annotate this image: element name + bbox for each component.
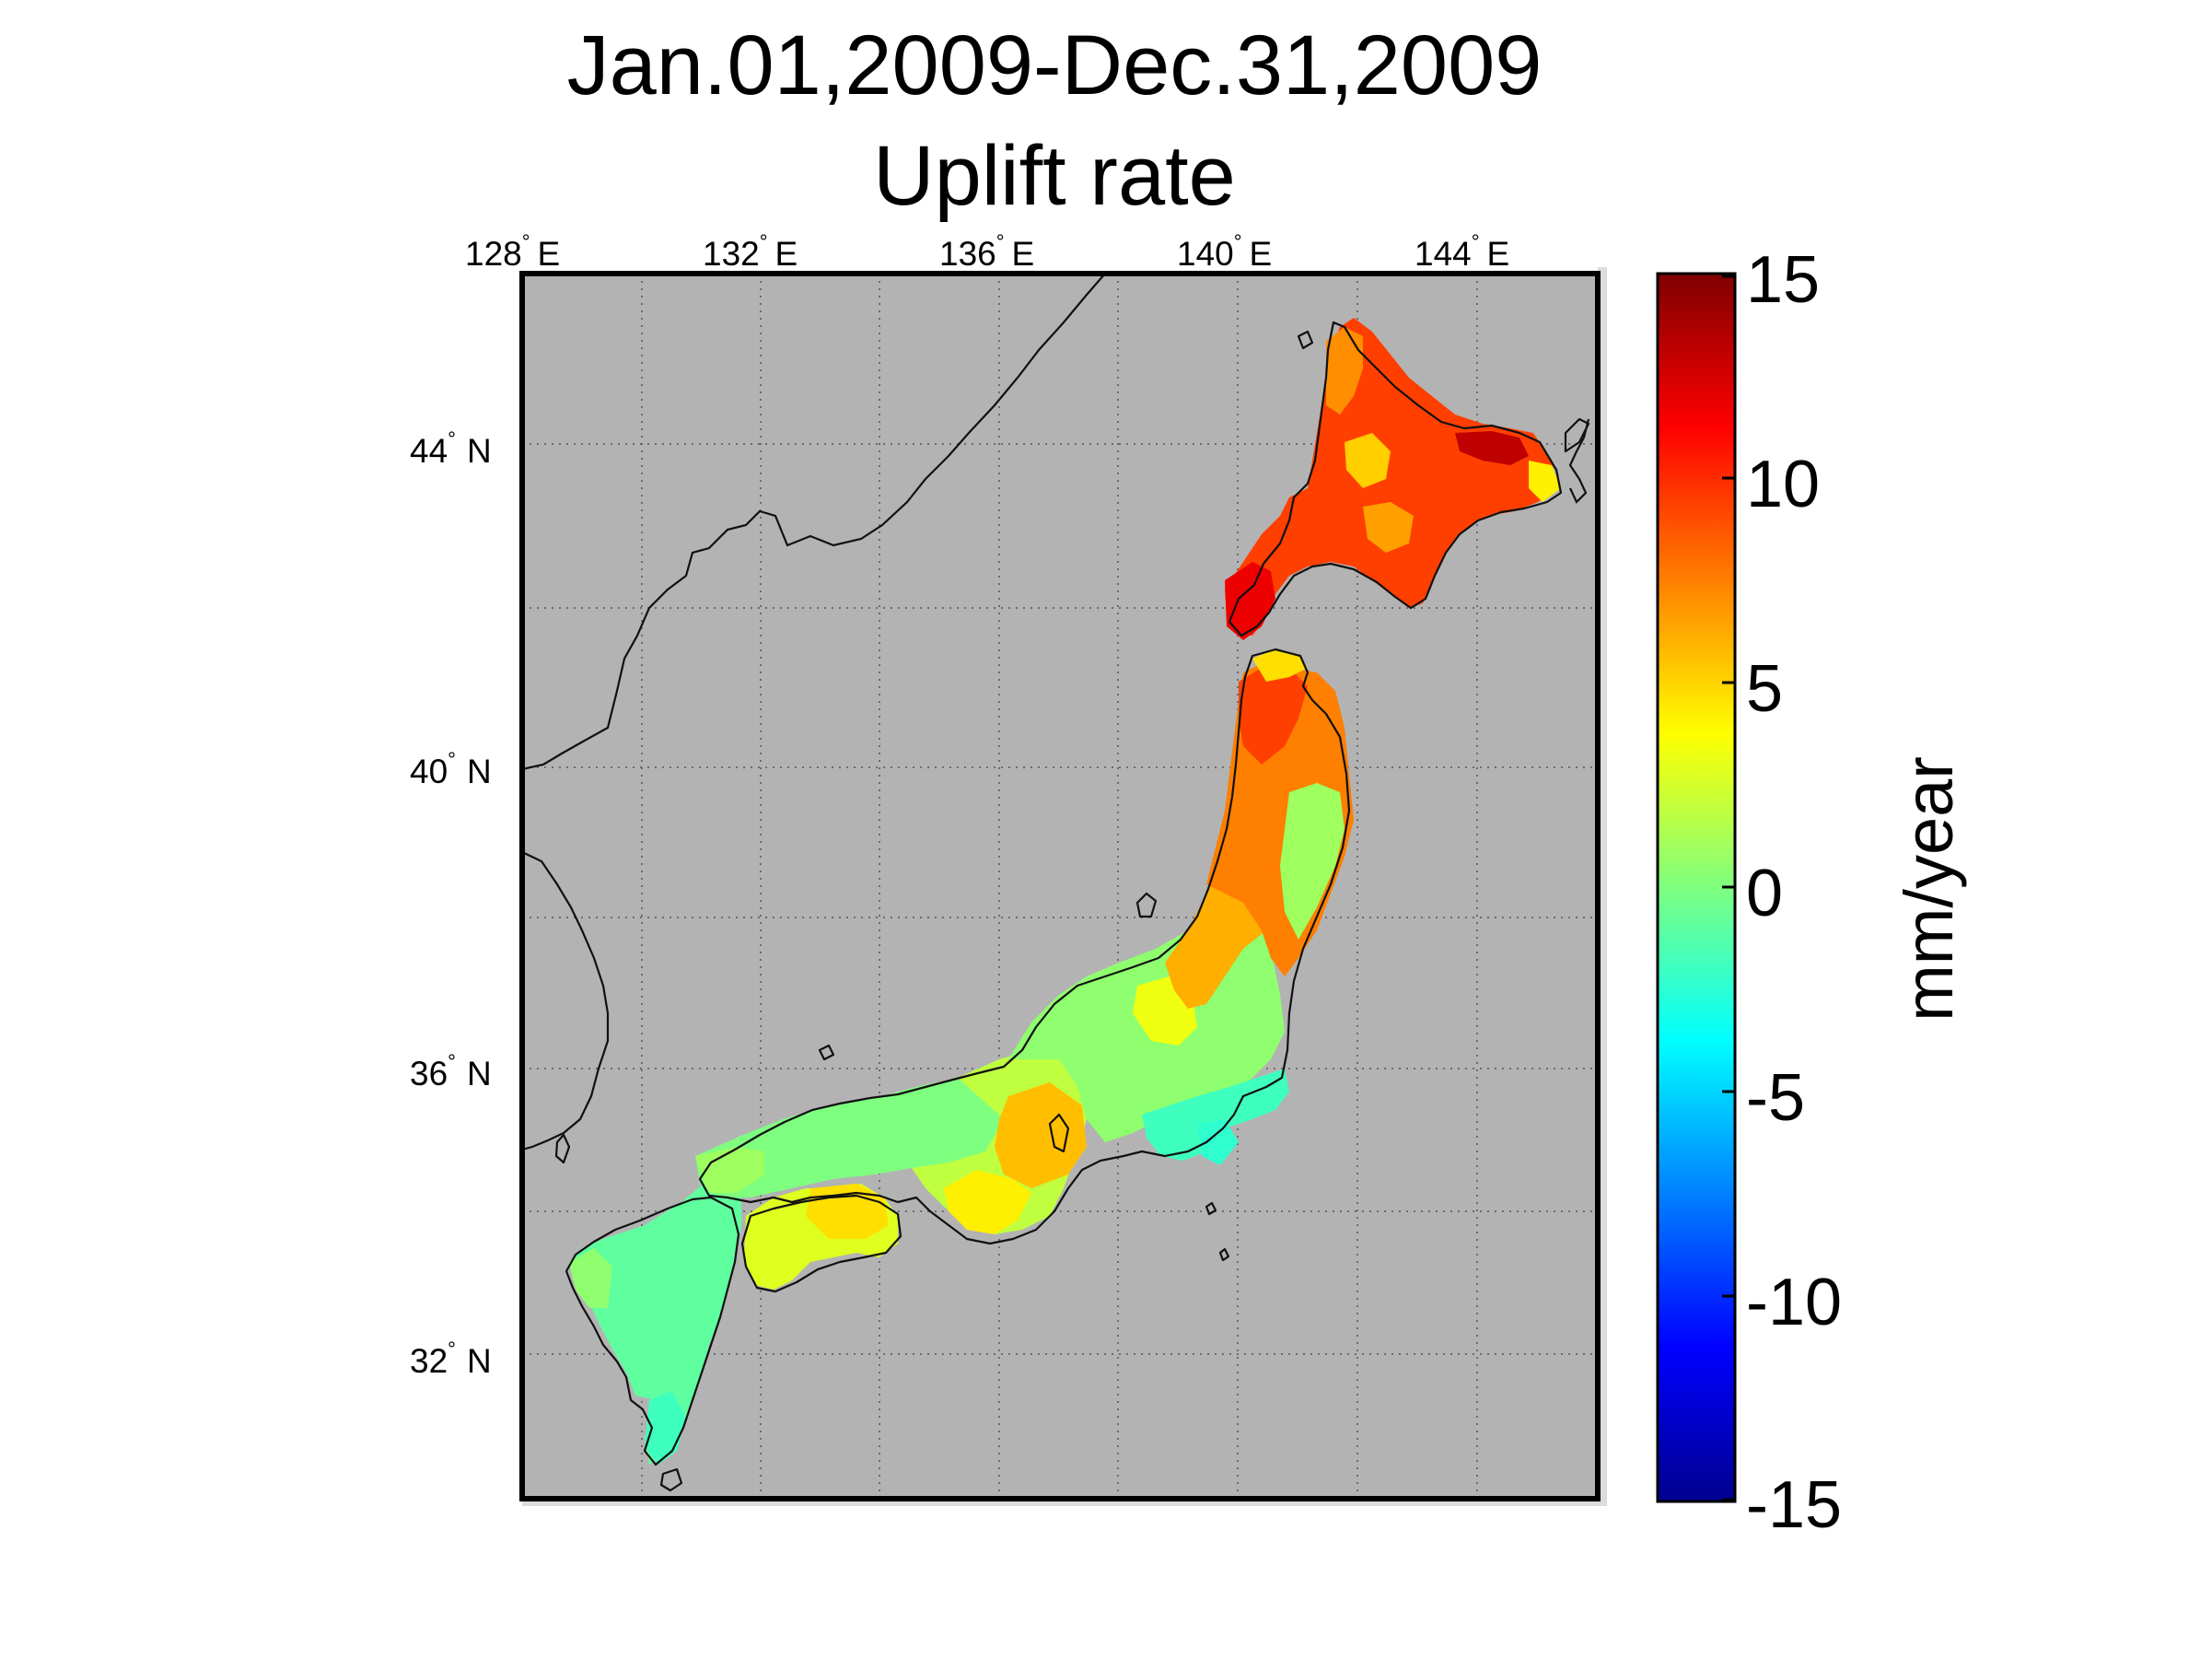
- kyushu-south-cyan: [645, 1391, 686, 1465]
- honshu-north-coastline: [698, 648, 1351, 1245]
- colorbar-label-10: 10: [1746, 448, 1820, 521]
- hokkaido-dark-red-east: [1455, 431, 1529, 465]
- lon-label-132: 132° E: [703, 230, 797, 273]
- hokkaido-coastline: [1228, 321, 1563, 637]
- colorbar-label-neg15: -15: [1746, 1468, 1842, 1542]
- hokkaido-southeast-orange: [1363, 502, 1414, 553]
- rebun-rishiri: [1297, 330, 1314, 350]
- lat-label-32: 32° N: [410, 1338, 492, 1380]
- kyushu-coastline: [565, 1196, 740, 1466]
- mainland-coastlines: [522, 274, 1590, 1151]
- primorye-korea-coast: [522, 274, 1106, 771]
- oki-islands: [818, 1044, 835, 1061]
- colorbar-label-15: 15: [1746, 243, 1820, 317]
- map-frame-shadow-bottom: [522, 1499, 1607, 1506]
- longitude-labels: 128° E 132° E 136° E 140° E 144° E: [465, 230, 1509, 273]
- map-frame-shadow-right: [1598, 267, 1607, 1504]
- lon-label-128: 128° E: [465, 230, 560, 273]
- boso-peninsula-cyan: [1197, 1119, 1239, 1165]
- hokkaido-region: [1225, 318, 1556, 636]
- colorbar-unit-label: mm/year: [1891, 756, 1967, 1022]
- lake-biwa: [1048, 1113, 1070, 1153]
- shikoku-coastline: [740, 1194, 902, 1293]
- izu-islands: [1205, 1201, 1230, 1262]
- chugoku-region: [695, 1076, 1008, 1198]
- japan-coastlines: [554, 321, 1590, 1492]
- chart-title-line-1: Jan.01,2009-Dec.31,2009: [567, 18, 1543, 112]
- colorbar-labels: 15 10 5 0 -5 -10 -15: [1746, 243, 1842, 1542]
- kyushu-west-green: [569, 1248, 612, 1308]
- tohoku-pacific-green: [1280, 783, 1345, 940]
- kii-peninsula-yellow: [944, 1170, 1031, 1234]
- map-frame: [519, 271, 1601, 1501]
- chugoku-west-green: [695, 1147, 764, 1193]
- tsushima-island: [554, 1133, 571, 1164]
- tohoku-north-red: [1239, 668, 1308, 765]
- lat-label-40: 40° N: [410, 748, 492, 790]
- sado-island: [1135, 892, 1158, 918]
- korea-east-coast: [522, 851, 610, 1151]
- colorbar-label-neg10: -10: [1746, 1266, 1842, 1339]
- lon-label-136: 136° E: [939, 230, 1034, 273]
- hokkaido-central-yellow: [1345, 433, 1391, 488]
- shimokita-yellow: [1252, 649, 1308, 682]
- kinki-orange-core: [995, 1082, 1087, 1188]
- chart-title-line-2: Uplift rate: [873, 129, 1236, 223]
- tanegashima: [659, 1467, 683, 1492]
- lon-label-144: 144° E: [1415, 230, 1509, 273]
- hokkaido-north-orange: [1326, 327, 1363, 415]
- hokkaido-east-yellow: [1529, 461, 1561, 502]
- lon-label-140: 140° E: [1177, 230, 1272, 273]
- uplift-field: [569, 318, 1561, 1465]
- lat-label-44: 44° N: [410, 427, 492, 470]
- lat-label-36: 36° N: [410, 1050, 492, 1092]
- kyushu-region: [569, 1179, 741, 1465]
- colorbar-label-neg5: -5: [1746, 1061, 1805, 1135]
- sakhalin-outline: [1568, 418, 1590, 504]
- kunashiri: [1564, 417, 1590, 453]
- colorbar-label-0: 0: [1746, 857, 1783, 930]
- latitude-labels: 44° N 40° N 36° N 32° N: [410, 427, 492, 1380]
- colorbar-label-5: 5: [1746, 652, 1783, 726]
- colorbar-ticks: [1722, 275, 1735, 1501]
